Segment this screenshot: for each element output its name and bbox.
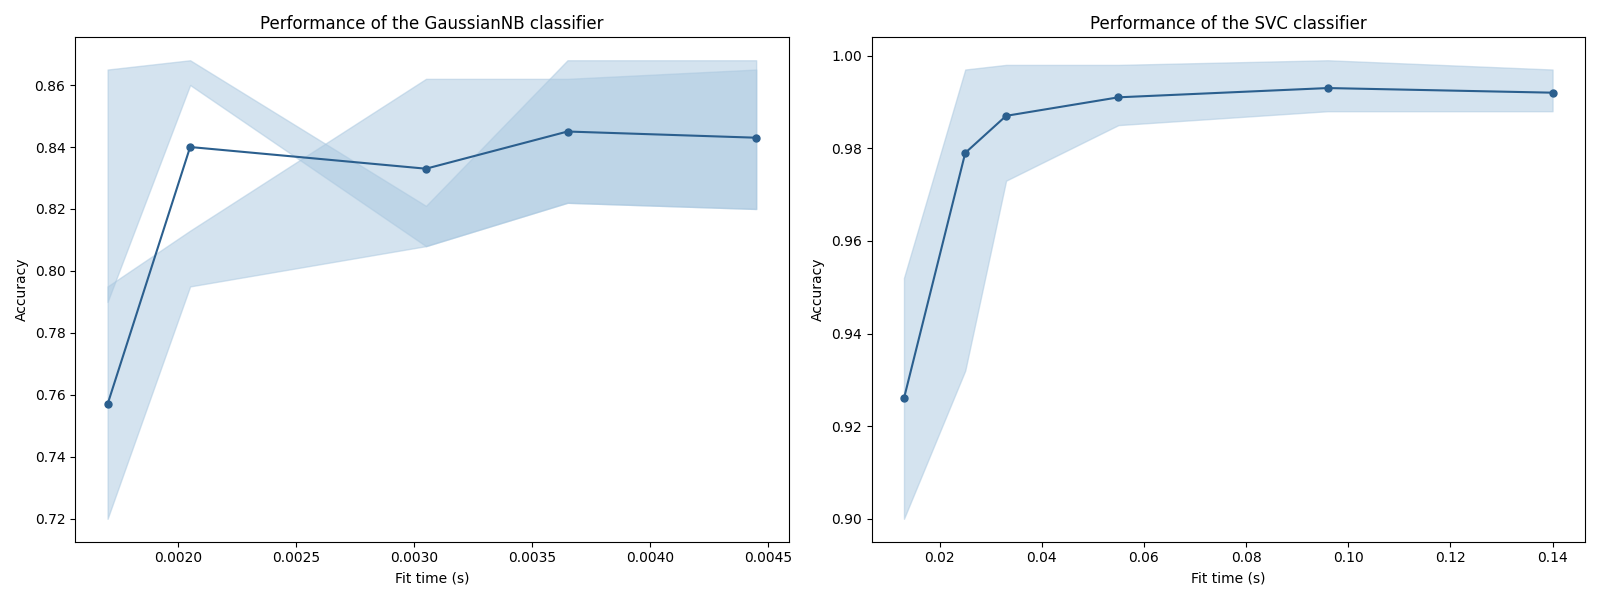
- X-axis label: Fit time (s): Fit time (s): [1190, 571, 1266, 585]
- X-axis label: Fit time (s): Fit time (s): [395, 571, 469, 585]
- Title: Performance of the SVC classifier: Performance of the SVC classifier: [1090, 15, 1366, 33]
- Y-axis label: Accuracy: Accuracy: [811, 258, 826, 321]
- Title: Performance of the GaussianNB classifier: Performance of the GaussianNB classifier: [261, 15, 603, 33]
- Y-axis label: Accuracy: Accuracy: [14, 258, 29, 321]
